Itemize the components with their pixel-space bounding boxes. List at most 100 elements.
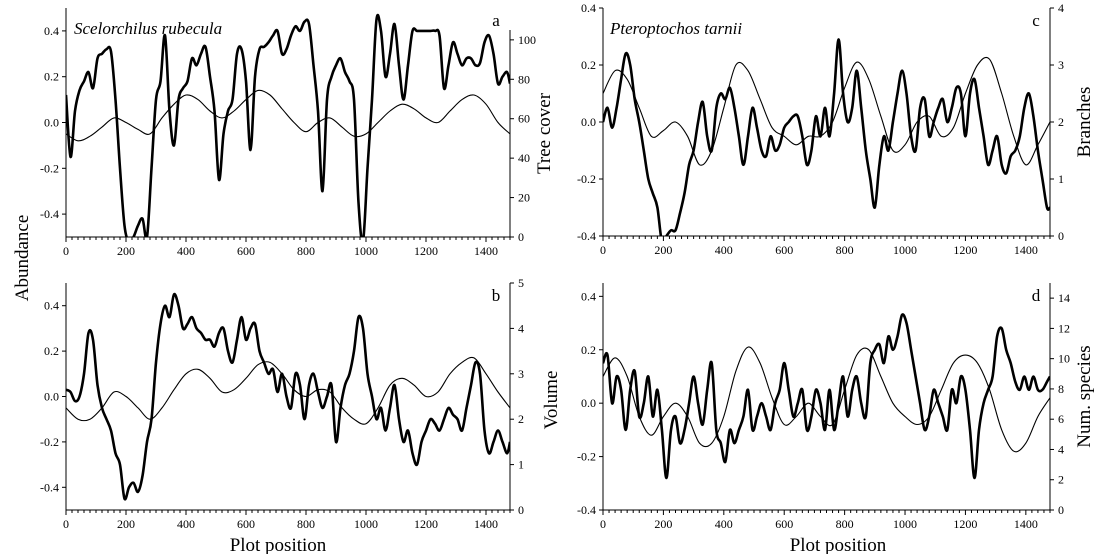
y2-tick-label: 4 [1058,1,1064,15]
habitat-series-line [66,356,510,425]
y-tick-label: 0.2 [44,344,59,358]
y-tick-label: 0.4 [44,299,59,313]
y-tick-label: -0.4 [577,229,596,243]
habitat-series-line [603,56,1050,166]
y-tick-label: -0.2 [40,435,59,449]
y-tick-label: -0.4 [577,503,596,517]
panel-letter: c [1032,11,1040,30]
y-tick-label: 0.0 [44,390,59,404]
x-tick-label: 600 [237,244,255,258]
y2-tick-label: 100 [518,33,536,47]
y2-axis-title: Tree cover [534,92,555,174]
panel-c: 0 200 400 600 800 1000 1200 1400 -0.4 -0.2 0.0 0.2 0… [577,1,1095,257]
x-tick-label: 1400 [1014,243,1038,257]
x-tick-label: 400 [715,517,733,531]
y-tick-label: 0.4 [581,1,596,15]
x-tick-label: 0 [63,517,69,531]
abundance-series-line [66,292,510,501]
y2-tick-label: 0 [1058,229,1064,243]
y2-tick-label: 60 [518,112,530,126]
y-tick-label: 0.0 [44,116,59,130]
y-tick-label: 0.2 [44,70,59,84]
x-tick-label: 600 [237,517,255,531]
x-tick-label: 1000 [354,517,378,531]
y2-tick-label: 80 [518,72,530,86]
y2-tick-label: 8 [1058,382,1064,396]
y2-tick-label: 3 [1058,58,1064,72]
y-tick-label: -0.2 [40,161,59,175]
y2-tick-label: 12 [1058,321,1070,335]
species-title: Pteroptochos tarnii [609,19,742,38]
x-tick-label: 1000 [354,244,378,258]
x-tick-label: 400 [177,517,195,531]
x-tick-label: 1000 [893,243,917,257]
x-tick-label: 200 [654,243,672,257]
y-tick-label: 0.0 [581,396,596,410]
y2-axis-title: Branches [1074,87,1095,158]
x-tick-label: 0 [63,244,69,258]
right-shared-ylabel: Volume [541,371,562,430]
y-tick-label: 0.0 [581,115,596,129]
x-tick-label: 1400 [474,517,498,531]
y2-tick-label: 5 [518,276,524,290]
x-tick-label: 1200 [414,517,438,531]
x-tick-label: 400 [715,243,733,257]
left-shared-xlabel: Plot position [230,535,327,554]
y-tick-label: -0.2 [577,172,596,186]
x-tick-label: 400 [177,244,195,258]
x-tick-label: 800 [297,244,315,258]
panel-letter: a [492,11,500,30]
y2-tick-label: 2 [518,412,524,426]
panel-a: 0 200 400 600 800 1000 1200 1400-0.4-0.20.00.20… [40,8,555,258]
y-tick-label: -0.2 [577,450,596,464]
y2-tick-label: 0 [518,503,524,517]
x-tick-label: 1400 [1014,517,1038,531]
y2-tick-label: 6 [1058,412,1064,426]
x-tick-label: 600 [775,517,793,531]
panel-b: 0 200 400 600 800 1000 1200 1400 -0.4 -0.2 0.0 0.2 0… [40,276,524,531]
y2-tick-label: 4 [518,321,524,335]
x-tick-label: 600 [775,243,793,257]
x-tick-label: 0 [600,517,606,531]
y2-axis-title: Num. species [1074,345,1095,447]
y2-tick-label: 0 [1058,503,1064,517]
y2-tick-label: 2 [1058,115,1064,129]
x-tick-label: 1200 [953,517,977,531]
abundance-series-line [603,313,1050,480]
x-tick-label: 200 [117,244,135,258]
y2-tick-label: 3 [518,367,524,381]
x-tick-label: 1200 [414,244,438,258]
y2-tick-label: 40 [518,151,530,165]
panel-letter: d [1032,286,1041,305]
y-tick-label: 0.4 [44,24,59,38]
abundance-series-line [66,13,510,237]
habitat-series-line [66,89,510,142]
x-tick-label: 200 [117,517,135,531]
y-tick-label: -0.4 [40,480,59,494]
panel-d: 0 200 400 600 800 1000 1200 1400 -0.4 -0.2 0.0 0.2 0… [577,283,1095,531]
y-tick-label: 0.2 [581,343,596,357]
species-title: Scelorchilus rubecula [74,19,222,38]
x-tick-label: 1400 [474,244,498,258]
x-tick-label: 0 [600,243,606,257]
y2-tick-label: 10 [1058,352,1070,366]
x-tick-label: 800 [836,243,854,257]
y2-tick-label: 1 [518,458,524,472]
x-tick-label: 1200 [953,243,977,257]
right-shared-xlabel: Plot position [790,535,887,554]
y2-tick-label: 1 [1058,172,1064,186]
y2-tick-label: 4 [1058,442,1064,456]
x-tick-label: 800 [297,517,315,531]
y-tick-label: 0.2 [581,58,596,72]
x-tick-label: 800 [836,517,854,531]
y2-tick-label: 14 [1058,291,1070,305]
y-tick-label: 0.4 [581,289,596,303]
left-shared-ylabel: Abundance [12,215,33,302]
y2-tick-label: 2 [1058,473,1064,487]
y2-tick-label: 20 [518,191,530,205]
habitat-series-line [603,346,1050,453]
y2-tick-label: 0 [518,230,524,244]
x-tick-label: 1000 [893,517,917,531]
x-tick-label: 200 [654,517,672,531]
